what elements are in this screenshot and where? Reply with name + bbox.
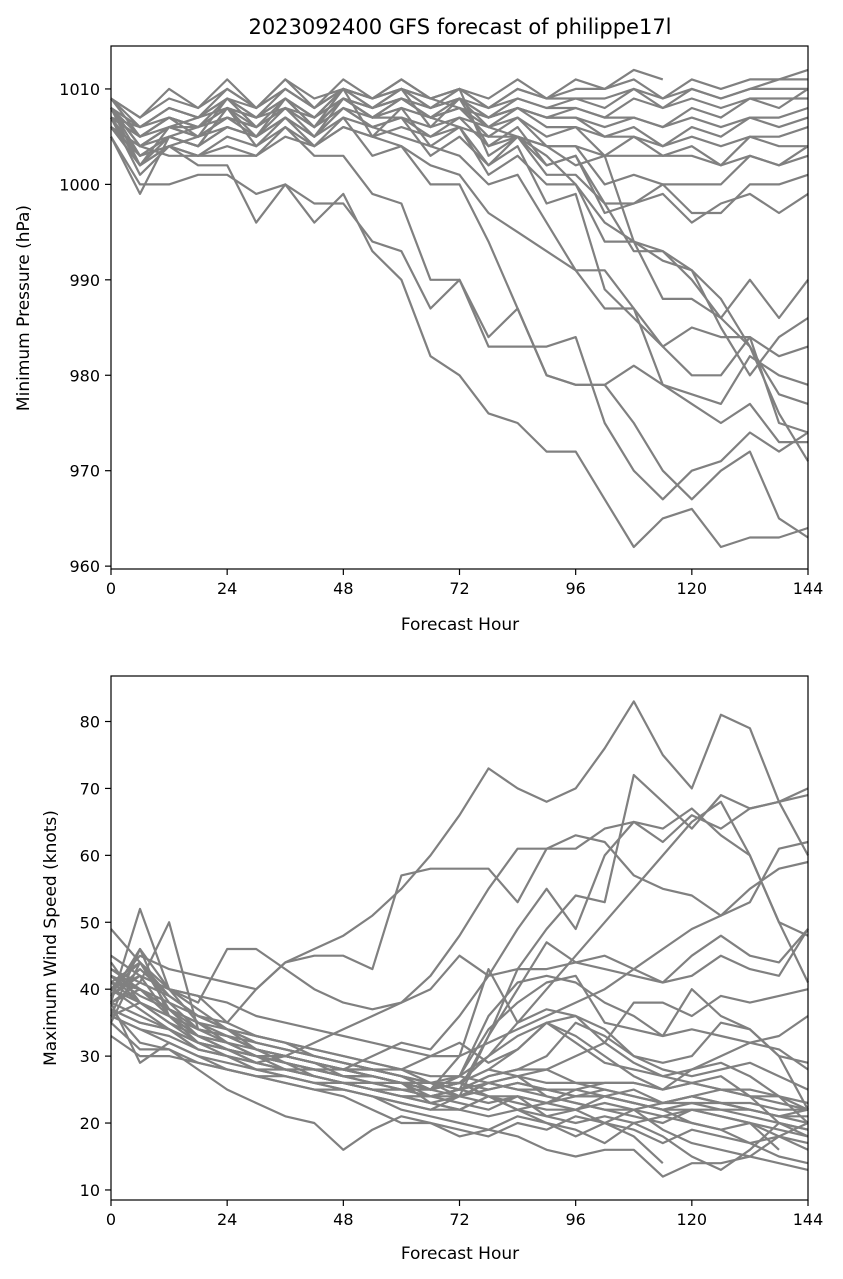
wind-series-line-20 bbox=[110, 1021, 809, 1172]
wind-series-line-21 bbox=[110, 1002, 809, 1145]
pressure-x-ticks: 0 24 48 72 96 120 144 bbox=[106, 569, 823, 598]
pressure-x-tick-label: 48 bbox=[333, 579, 353, 598]
pressure-series-line-20 bbox=[110, 68, 664, 129]
pressure-x-tick-label: 72 bbox=[449, 579, 469, 598]
wind-y-tick-label: 50 bbox=[80, 913, 100, 932]
pressure-x-tick-label: 96 bbox=[565, 579, 585, 598]
wind-series-line-33 bbox=[110, 988, 809, 1091]
pressure-x-tick-label: 24 bbox=[217, 579, 237, 598]
pressure-chart: 2023092400 GFS forecast of philippe17l 0… bbox=[14, 15, 823, 635]
wind-x-tick-label: 48 bbox=[333, 1210, 353, 1229]
wind-x-tick-label: 96 bbox=[565, 1210, 585, 1229]
wind-series-line-0 bbox=[110, 834, 809, 991]
pressure-series-line-2 bbox=[110, 126, 809, 549]
wind-x-axis-label: Forecast Hour bbox=[401, 1244, 519, 1264]
pressure-series-line-21 bbox=[110, 68, 809, 138]
pressure-chart-title: 2023092400 GFS forecast of philippe17l bbox=[248, 15, 671, 39]
wind-x-tick-label: 144 bbox=[793, 1210, 824, 1229]
pressure-y-tick-label: 1010 bbox=[59, 80, 100, 99]
pressure-y-tick-label: 970 bbox=[69, 462, 100, 481]
pressure-x-tick-label: 120 bbox=[677, 579, 708, 598]
wind-y-tick-label: 40 bbox=[80, 980, 100, 999]
pressure-series-line-3 bbox=[110, 136, 809, 501]
wind-y-tick-label: 60 bbox=[80, 846, 100, 865]
wind-x-tick-label: 72 bbox=[449, 1210, 469, 1229]
pressure-series-line-22 bbox=[110, 87, 809, 148]
wind-series-group bbox=[109, 700, 809, 1178]
wind-y-tick-label: 70 bbox=[80, 779, 100, 798]
wind-series-line-30 bbox=[110, 968, 664, 1165]
wind-y-tick-label: 10 bbox=[80, 1181, 100, 1200]
wind-y-tick-label: 80 bbox=[80, 713, 100, 732]
pressure-series-line-24 bbox=[110, 125, 809, 167]
pressure-y-tick-label: 990 bbox=[69, 271, 100, 290]
pressure-y-tick-label: 980 bbox=[69, 366, 100, 385]
pressure-x-tick-label: 0 bbox=[106, 579, 116, 598]
pressure-series-group bbox=[110, 68, 809, 549]
wind-x-ticks: 0 24 48 72 96 120 144 bbox=[106, 1200, 823, 1229]
wind-x-tick-label: 120 bbox=[677, 1210, 708, 1229]
pressure-y-axis-label: Minimum Pressure (hPa) bbox=[14, 205, 34, 411]
wind-x-tick-label: 0 bbox=[106, 1210, 116, 1229]
wind-y-ticks: 10 20 30 40 50 60 70 80 bbox=[80, 713, 111, 1200]
wind-x-tick-label: 24 bbox=[217, 1210, 237, 1229]
pressure-series-line-23 bbox=[110, 116, 809, 157]
pressure-x-axis-label: Forecast Hour bbox=[401, 615, 519, 635]
pressure-x-tick-label: 144 bbox=[793, 579, 824, 598]
pressure-y-ticks: 960 970 980 990 1000 1010 bbox=[59, 80, 111, 576]
wind-y-axis-label: Maximum Wind Speed (knots) bbox=[41, 810, 61, 1066]
pressure-y-tick-label: 1000 bbox=[59, 175, 100, 194]
wind-y-tick-label: 30 bbox=[80, 1047, 100, 1066]
wind-series-line-2 bbox=[110, 928, 809, 1011]
pressure-y-tick-label: 960 bbox=[69, 557, 100, 576]
wind-y-tick-label: 20 bbox=[80, 1114, 100, 1133]
pressure-series-line-0 bbox=[110, 107, 808, 444]
wind-chart: 0 24 48 72 96 120 144 10 20 30 40 50 60 70 80 Forecas… bbox=[41, 675, 823, 1264]
